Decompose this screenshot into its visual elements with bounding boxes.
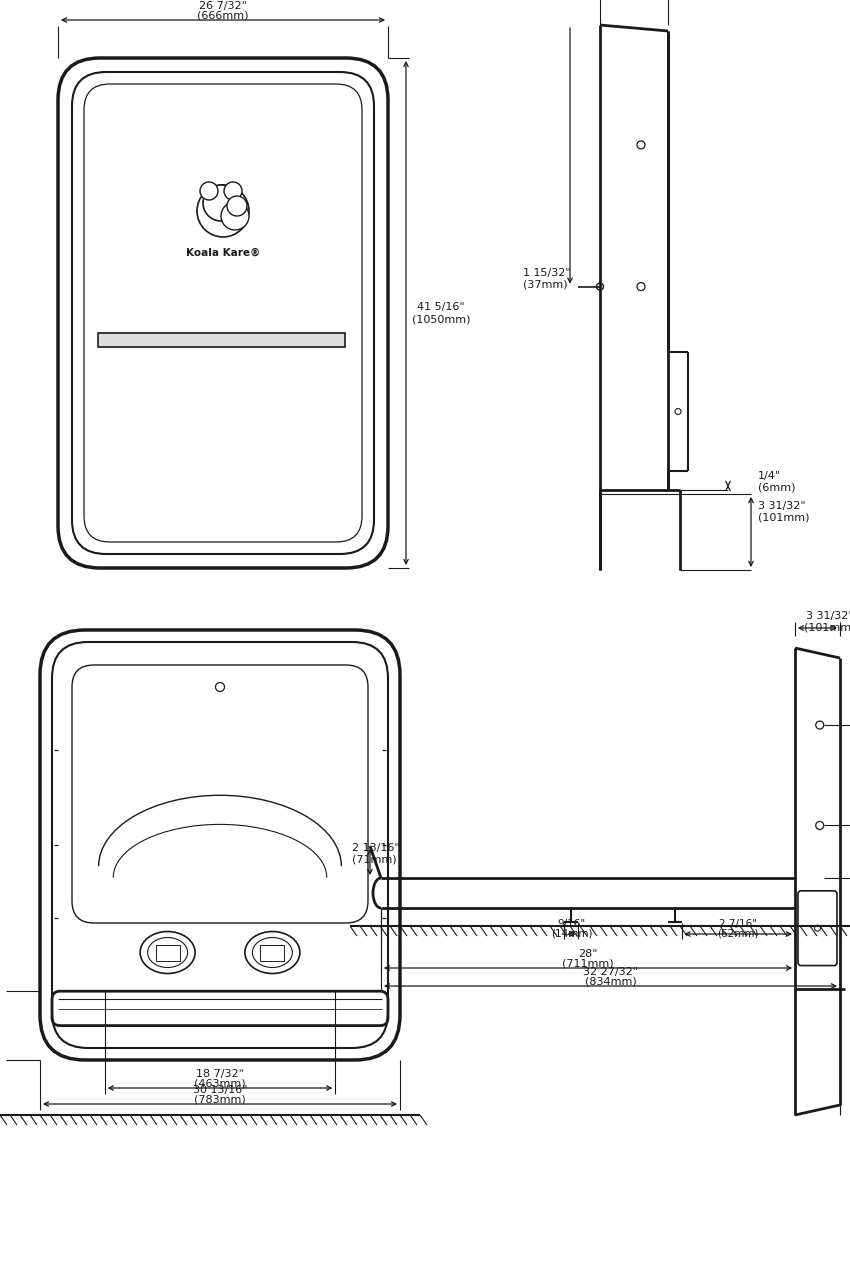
Text: 9/16": 9/16"	[558, 919, 586, 928]
Circle shape	[224, 182, 242, 199]
Text: 28": 28"	[578, 949, 598, 959]
Text: 26 7/32": 26 7/32"	[199, 1, 247, 11]
Text: Koala Kare®: Koala Kare®	[186, 248, 260, 258]
Text: 3 31/32": 3 31/32"	[758, 500, 806, 511]
Text: (71mm): (71mm)	[352, 855, 397, 865]
Circle shape	[203, 185, 239, 221]
Text: 2 7/16": 2 7/16"	[719, 919, 757, 928]
Text: (783mm): (783mm)	[194, 1095, 246, 1105]
Text: 2 13/16": 2 13/16"	[352, 843, 400, 853]
Text: (463mm): (463mm)	[194, 1080, 246, 1088]
Ellipse shape	[148, 937, 188, 968]
Text: 18 7/32": 18 7/32"	[196, 1069, 244, 1080]
Text: (14mm): (14mm)	[551, 928, 592, 939]
Text: 32 27/32": 32 27/32"	[583, 966, 638, 977]
Bar	[156, 945, 179, 960]
Text: (101mm): (101mm)	[758, 513, 809, 523]
Text: (101mm): (101mm)	[804, 624, 850, 632]
Circle shape	[227, 196, 247, 216]
Text: (666mm): (666mm)	[197, 11, 249, 22]
Circle shape	[597, 283, 603, 290]
Text: 1 15/32": 1 15/32"	[523, 268, 570, 278]
Text: 3 31/32": 3 31/32"	[806, 611, 850, 621]
Ellipse shape	[252, 937, 292, 968]
Ellipse shape	[245, 931, 300, 974]
Bar	[98, 334, 345, 348]
Text: (834mm): (834mm)	[585, 977, 637, 987]
Text: 41 5/16": 41 5/16"	[417, 302, 465, 312]
Text: (62mm): (62mm)	[717, 928, 759, 939]
Text: (6mm): (6mm)	[758, 483, 796, 493]
Circle shape	[197, 185, 249, 237]
Circle shape	[200, 182, 218, 199]
Bar	[260, 945, 285, 960]
Text: (37mm): (37mm)	[523, 279, 568, 290]
Text: (1050mm): (1050mm)	[411, 314, 470, 324]
Ellipse shape	[140, 931, 196, 974]
Circle shape	[221, 202, 249, 230]
Text: (711mm): (711mm)	[562, 959, 614, 969]
Text: 1/4": 1/4"	[758, 471, 781, 481]
Text: 30 13/16": 30 13/16"	[193, 1085, 247, 1095]
